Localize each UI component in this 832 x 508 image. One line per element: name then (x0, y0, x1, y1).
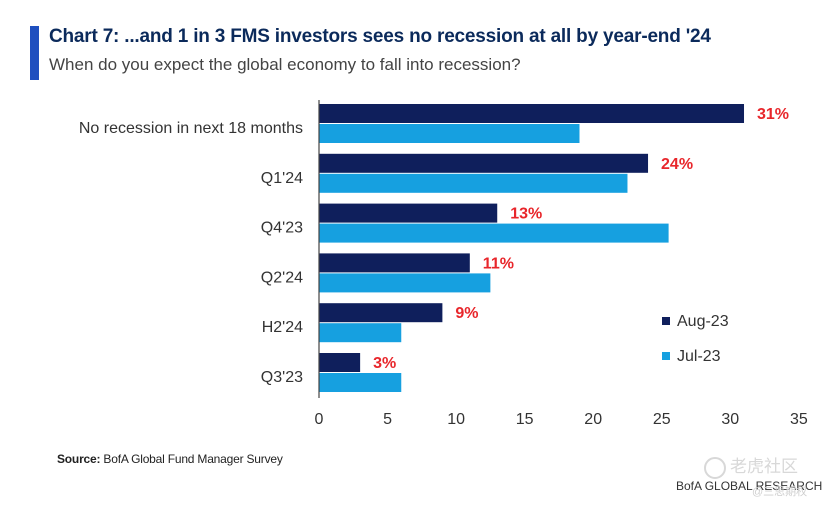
source-text: BofA Global Fund Manager Survey (100, 452, 283, 466)
bar-aug (319, 104, 745, 123)
chart-subtitle: When do you expect the global economy to… (49, 55, 521, 74)
bar-jul (319, 373, 402, 392)
category-label: No recession in next 18 months (79, 120, 303, 137)
category-label: Q2'24 (261, 269, 303, 286)
title-accent-bar (30, 26, 39, 80)
data-label: 24% (661, 156, 693, 173)
bar-aug (319, 303, 443, 323)
bar-aug (319, 153, 649, 173)
watermark: 老虎社区 (704, 452, 798, 479)
category-label: Q4'23 (261, 220, 303, 237)
bar-jul (319, 223, 669, 243)
legend-label: Aug-23 (677, 313, 729, 330)
x-tick-label: 0 (315, 411, 324, 428)
category-label: Q1'24 (261, 170, 303, 187)
category-label: Q3'23 (261, 369, 303, 386)
bar-jul (319, 323, 402, 343)
bar-aug (319, 203, 498, 223)
data-label: 3% (373, 355, 396, 372)
chart-title: Chart 7: ...and 1 in 3 FMS investors see… (49, 26, 711, 47)
legend-swatch (662, 352, 670, 360)
category-label: H2'24 (262, 319, 303, 336)
x-tick-label: 30 (721, 411, 739, 428)
data-label: 9% (455, 305, 478, 322)
x-tick-label: 5 (383, 411, 392, 428)
bar-jul (319, 273, 491, 293)
bar-aug (319, 253, 470, 273)
bar-jul (319, 173, 628, 193)
source-note: Source: BofA Global Fund Manager Survey (57, 452, 283, 466)
watermark-logo-icon (704, 456, 726, 479)
watermark-text: 老虎社区 (730, 457, 798, 476)
x-tick-label: 15 (516, 411, 534, 428)
data-label: 11% (483, 255, 514, 272)
bar-jul (319, 124, 580, 143)
x-tick-label: 35 (790, 411, 808, 428)
data-label: 31% (757, 106, 789, 123)
watermark-sub: @三思期权 (752, 486, 808, 498)
brand-label: BofA GLOBAL RESEARCH (676, 479, 823, 493)
x-tick-label: 25 (653, 411, 671, 428)
x-tick-label: 10 (447, 411, 465, 428)
x-tick-label: 20 (584, 411, 602, 428)
bar-aug (319, 353, 361, 372)
data-label: 13% (510, 206, 542, 223)
legend-swatch (662, 317, 670, 325)
source-label: Source: (57, 452, 101, 466)
legend-label: Jul-23 (677, 348, 721, 365)
